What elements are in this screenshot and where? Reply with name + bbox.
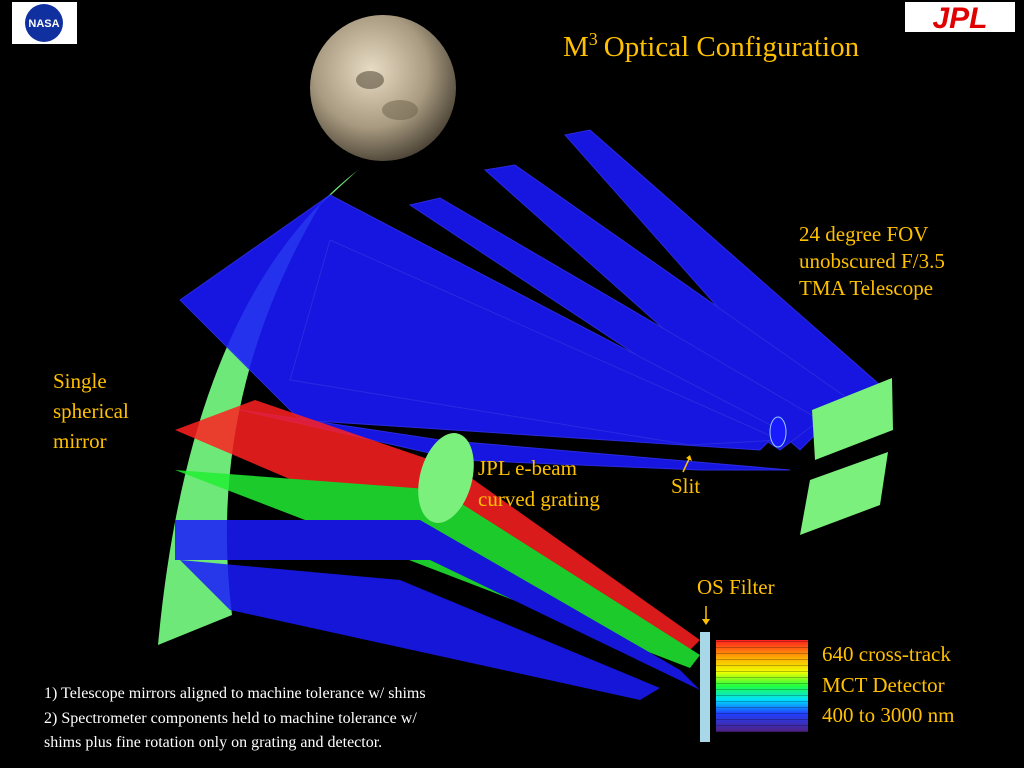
os-filter — [700, 632, 710, 742]
filter-label: OS Filter — [697, 575, 775, 599]
telescope-secondary — [769, 416, 787, 448]
mirror-label: mirror — [53, 429, 107, 453]
grating — [418, 433, 474, 523]
title-sup: 3 — [589, 29, 598, 49]
telescope-mirror — [812, 378, 893, 460]
blue-beam — [180, 560, 660, 700]
moon-crater — [356, 71, 384, 89]
blue-beam — [175, 520, 700, 690]
note: 1) Telescope mirrors aligned to machine … — [44, 685, 426, 702]
detector-label: 400 to 3000 nm — [822, 703, 954, 727]
filter-arrow-head — [702, 619, 710, 625]
nasa-text: NASA — [28, 18, 59, 30]
slit-arrow — [682, 458, 690, 473]
telescope-label: unobscured F/3.5 — [799, 249, 945, 273]
jpl-text: JPL — [932, 2, 987, 35]
note: shims plus fine rotation only on grating… — [44, 734, 382, 751]
grating-label: curved grating — [478, 487, 600, 511]
note: 2) Spectrometer components held to machi… — [44, 710, 417, 727]
title-base: M — [563, 31, 589, 63]
spectrometer-beams — [175, 400, 700, 700]
jpl-logo-box — [905, 2, 1015, 32]
moon-crater — [382, 100, 418, 120]
detector-label: MCT Detector — [822, 673, 945, 697]
telescope-label: 24 degree FOV — [799, 222, 928, 246]
detector-rows — [716, 640, 808, 732]
nasa-logo — [25, 4, 63, 42]
telescope-mirror — [800, 452, 888, 535]
telescope-label: TMA Telescope — [799, 276, 933, 300]
title: M3 Optical Configuration — [563, 29, 860, 63]
grating-label: JPL e-beam — [478, 456, 577, 480]
title-rest: Optical Configuration — [604, 31, 860, 63]
slit-label: Slit — [671, 474, 700, 498]
detector-label: 640 cross-track — [822, 642, 951, 666]
moon — [310, 15, 456, 161]
beam — [239, 409, 791, 471]
slit-arrow-head — [686, 455, 692, 461]
mirror-label: spherical — [53, 399, 129, 423]
mirror-label: Single — [53, 369, 107, 393]
